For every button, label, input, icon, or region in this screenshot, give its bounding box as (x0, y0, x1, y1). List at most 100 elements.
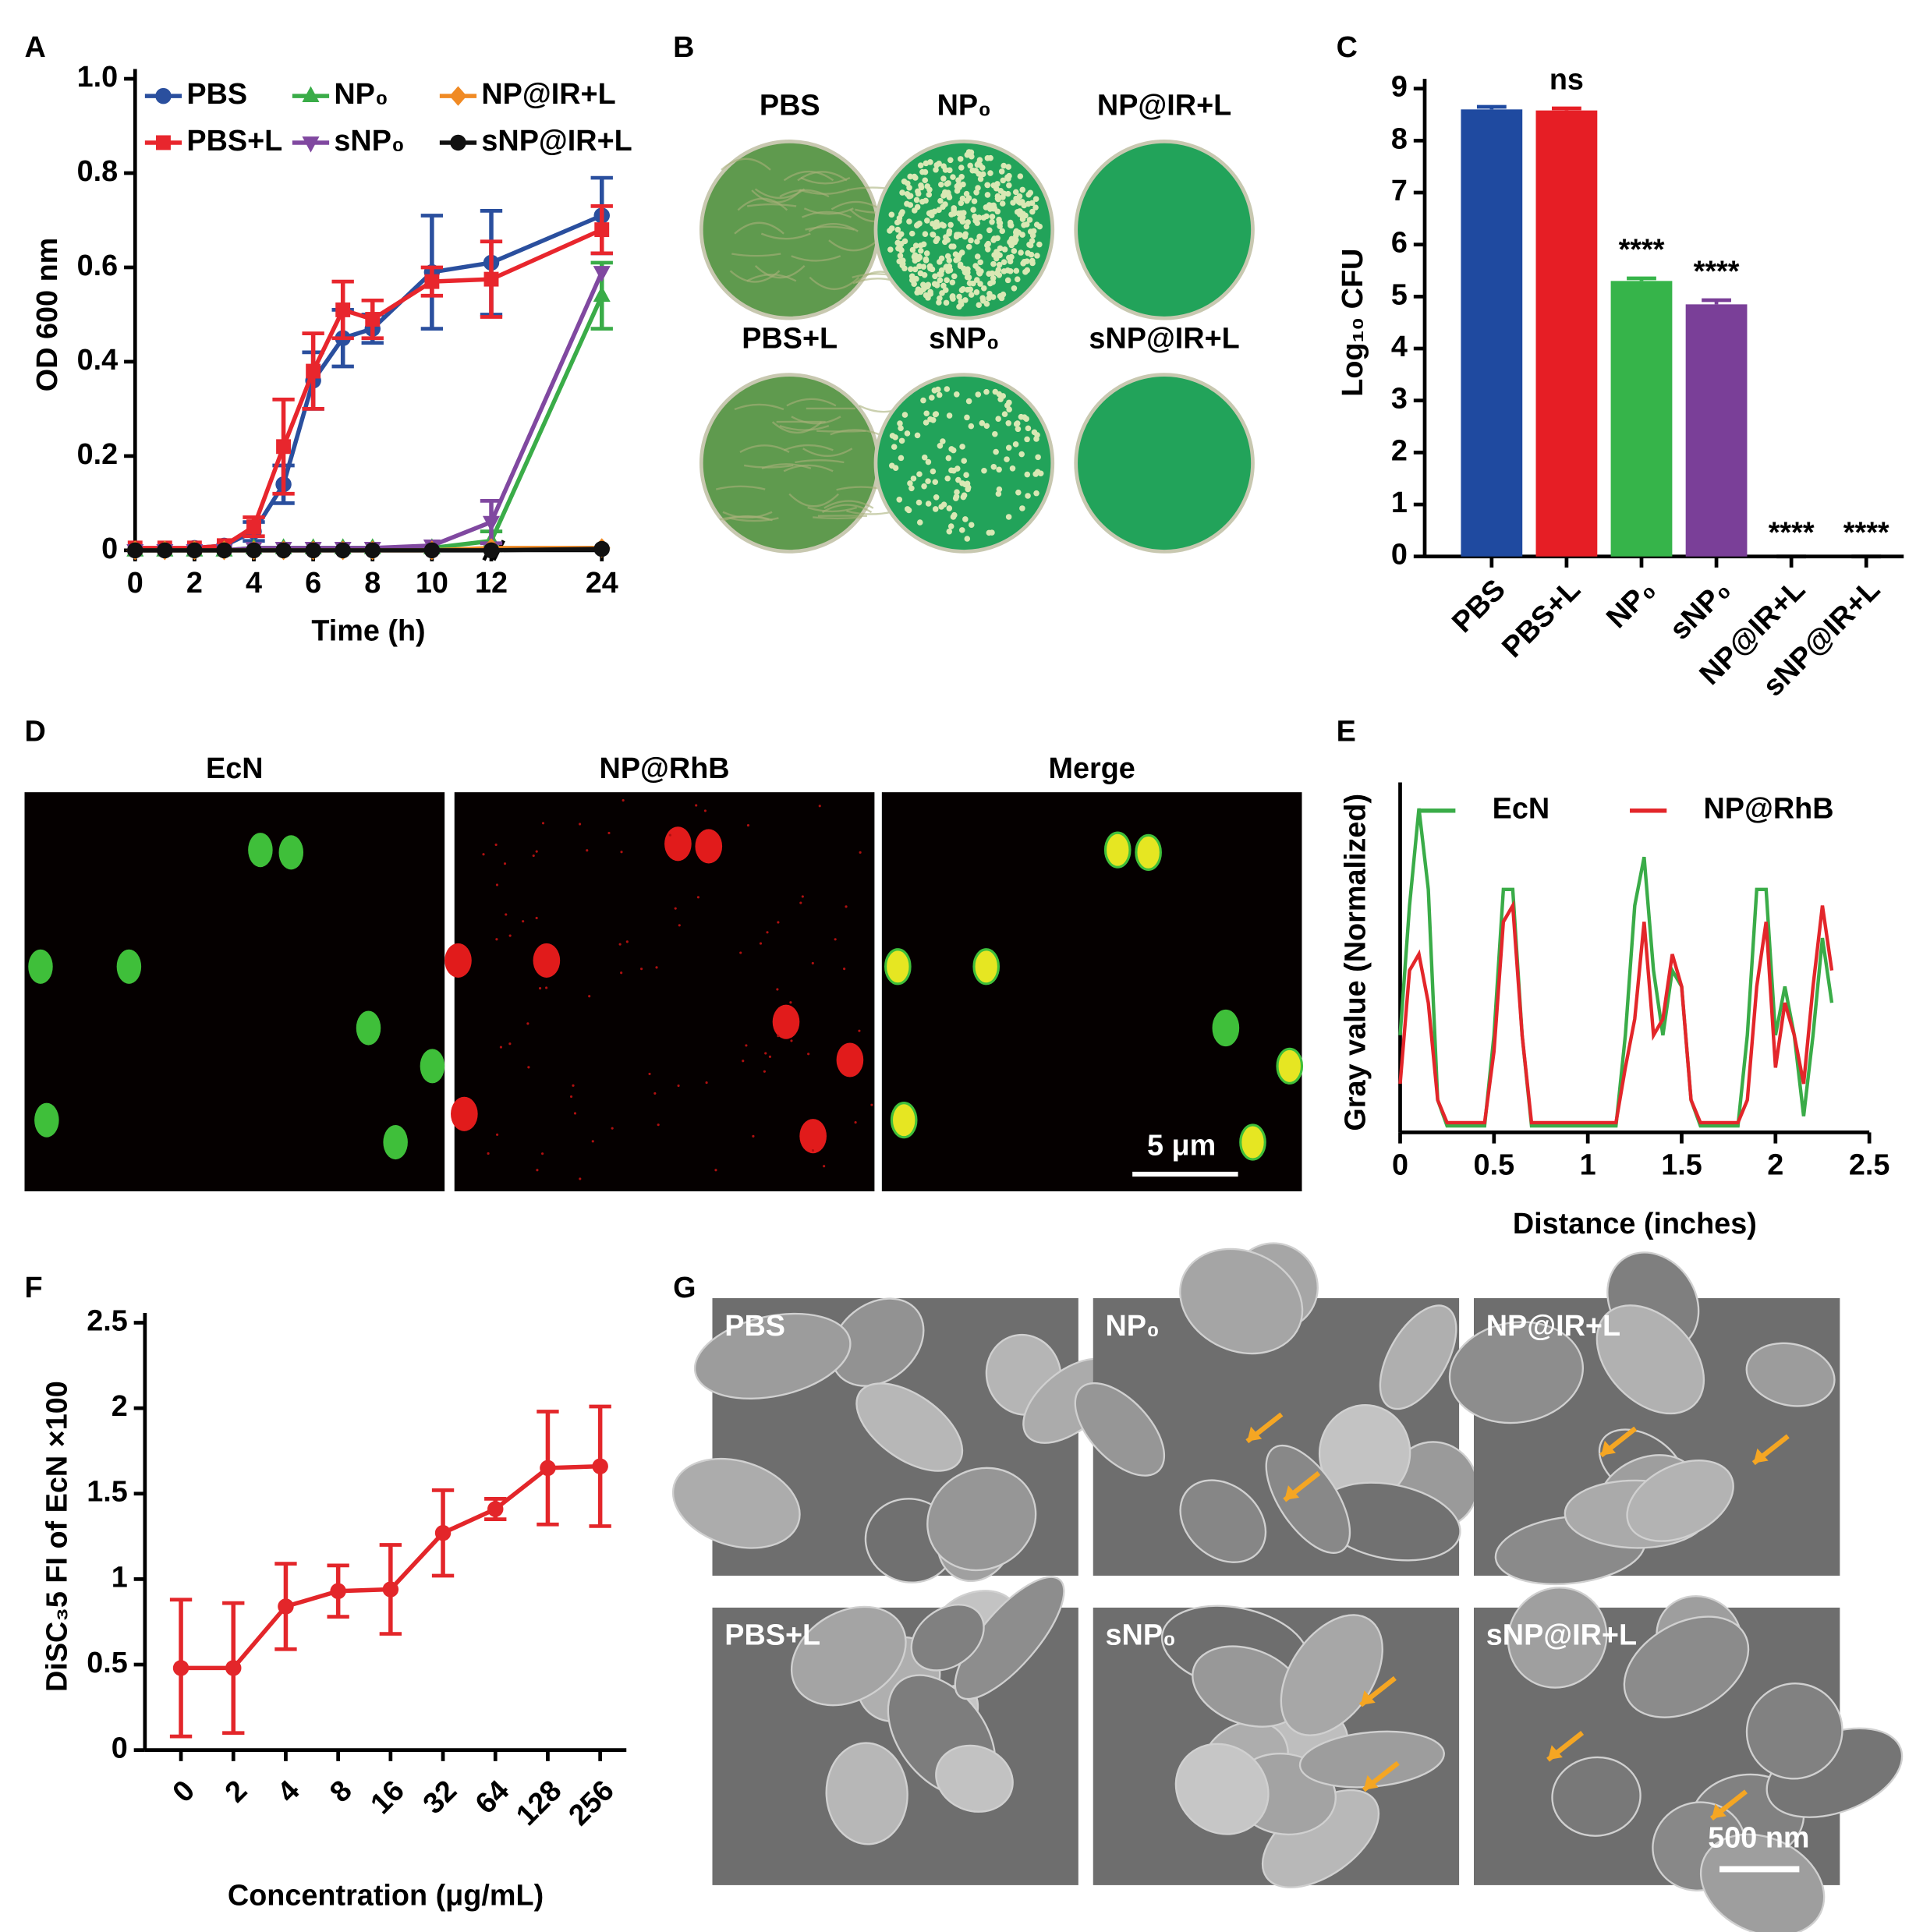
streak (779, 425, 830, 431)
colony (977, 281, 983, 287)
colony (1012, 441, 1019, 448)
colony (961, 210, 967, 216)
cell (356, 1010, 381, 1046)
colony (940, 222, 947, 229)
plate-label: PBS (760, 89, 820, 122)
colony (1018, 249, 1024, 256)
colony (912, 207, 918, 214)
x-tick-label: 4 (246, 567, 262, 600)
colony (936, 207, 942, 214)
x-tick-label: 0 (127, 567, 143, 600)
y-tick-label: 6 (1391, 227, 1408, 260)
colony (916, 519, 923, 525)
y-tick-label: 0.5 (87, 1647, 128, 1679)
colony (980, 285, 987, 292)
cell (890, 1102, 918, 1139)
speck (538, 987, 542, 990)
significance: **** (1694, 255, 1740, 288)
colony (998, 168, 1005, 175)
colony (947, 157, 954, 164)
colony (905, 180, 911, 187)
colony (1000, 259, 1008, 265)
colony (923, 419, 930, 426)
colony (1010, 200, 1016, 206)
colony (926, 263, 933, 270)
point (246, 519, 261, 535)
streak (746, 203, 797, 207)
speck (776, 988, 779, 991)
colony (955, 210, 962, 217)
arrow-head (1601, 1440, 1617, 1456)
y-tick-label: 1.0 (77, 61, 119, 94)
streak (751, 189, 802, 203)
legend-label: NP@RhB (1704, 793, 1834, 826)
colony (932, 506, 939, 512)
colony (964, 274, 971, 281)
speck (535, 916, 538, 920)
x-tick-label: 0 (1392, 1148, 1408, 1181)
colony (944, 277, 950, 284)
y-tick-label: 0.8 (77, 155, 119, 188)
colony (995, 416, 1001, 422)
colony (1015, 229, 1022, 236)
colony (964, 536, 971, 542)
streak (715, 485, 766, 490)
colony (945, 189, 951, 196)
speck (763, 1070, 766, 1073)
legend-marker (449, 86, 467, 106)
micrograph-title: Merge (1049, 752, 1135, 785)
colony (985, 246, 991, 253)
cell (695, 829, 723, 864)
colony (914, 432, 921, 439)
colony (955, 182, 962, 188)
colony (906, 218, 912, 225)
colony (894, 226, 901, 233)
colony (945, 455, 952, 462)
colony (1017, 173, 1024, 179)
speck (495, 938, 498, 941)
sem-label: NP₀ (1105, 1310, 1160, 1343)
colony (999, 200, 1006, 207)
colony (990, 237, 997, 243)
colony (970, 280, 976, 287)
y-tick-label: 8 (1391, 122, 1408, 155)
colony (987, 154, 993, 161)
colony (1015, 426, 1022, 433)
colony (965, 398, 972, 405)
speck (496, 1133, 499, 1136)
colony (968, 237, 974, 244)
speck (834, 938, 837, 941)
colony (996, 486, 1003, 493)
colony (1014, 276, 1021, 282)
bacterium (1699, 1833, 1826, 1932)
colony (930, 231, 936, 238)
speck (499, 1046, 503, 1049)
speck (482, 853, 485, 856)
bacterium (926, 1467, 1037, 1572)
cell (420, 1049, 445, 1084)
point (487, 1501, 504, 1517)
cell (248, 833, 273, 868)
colony (899, 209, 905, 215)
bacterium (1623, 1615, 1750, 1718)
colony (940, 501, 947, 508)
colony (962, 516, 969, 522)
series-line (1398, 900, 1834, 1125)
colony (925, 478, 931, 484)
legend-label: PBS+L (186, 125, 282, 157)
speck (745, 1044, 748, 1047)
colony (1026, 217, 1033, 223)
colony (997, 220, 1004, 226)
speck (858, 1029, 861, 1032)
colony (911, 281, 917, 288)
streak (821, 504, 873, 514)
colony (921, 285, 928, 292)
colony (965, 269, 971, 276)
colony (898, 437, 905, 444)
speck (495, 883, 499, 886)
colony (898, 425, 904, 431)
colony (924, 183, 931, 189)
colony (990, 464, 997, 470)
point (592, 1458, 608, 1474)
streak (771, 421, 823, 433)
